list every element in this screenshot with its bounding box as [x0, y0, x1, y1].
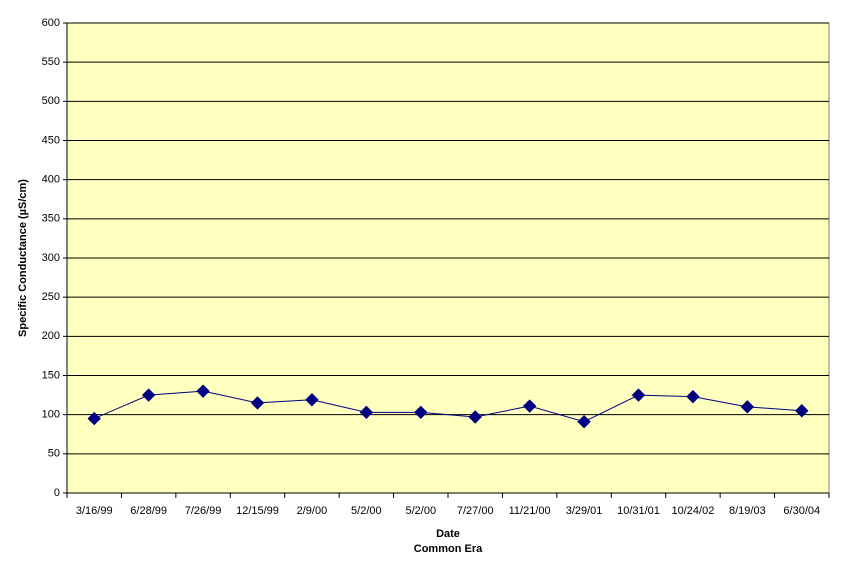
data-marker	[305, 393, 319, 407]
data-marker	[87, 411, 101, 426]
y-tick-label: 150	[42, 369, 60, 381]
x-tick-label: 6/30/04	[783, 505, 820, 517]
x-axis-title: Date	[436, 528, 460, 540]
y-tick-label: 550	[42, 56, 60, 68]
x-tick-label: 6/28/99	[130, 505, 167, 517]
x-tick-label: 5/2/00	[351, 505, 382, 517]
x-tick-label: 3/16/99	[76, 505, 113, 517]
data-marker	[196, 384, 210, 398]
x-tick-label: 10/24/02	[672, 505, 715, 517]
data-marker	[795, 404, 809, 418]
y-tick-label: 0	[54, 487, 60, 499]
x-tick-label: 12/15/99	[236, 505, 279, 517]
x-tick-label: 7/26/99	[185, 505, 222, 517]
data-marker	[414, 405, 428, 420]
x-tick-label: 8/19/03	[729, 505, 766, 517]
data-marker	[468, 410, 482, 424]
y-tick-label: 50	[48, 448, 60, 460]
y-tick-label: 200	[42, 330, 60, 342]
x-tick-label: 11/21/00	[509, 505, 551, 517]
x-tick-label: 2/9/00	[297, 505, 328, 517]
y-tick-label: 500	[42, 95, 60, 107]
data-marker	[631, 388, 646, 402]
x-tick-label: 3/29/01	[566, 505, 603, 517]
x-tick-label: 10/31/01	[617, 505, 660, 517]
data-marker	[522, 399, 537, 413]
y-tick-label: 450	[42, 134, 60, 146]
data-marker	[577, 415, 591, 429]
y-tick-label: 350	[42, 213, 60, 225]
y-tick-label: 250	[42, 291, 60, 303]
data-marker	[141, 388, 156, 402]
data-marker	[686, 389, 700, 404]
y-tick-label: 100	[42, 409, 60, 421]
x-axis-subtitle: Common Era	[414, 543, 483, 555]
data-marker	[740, 400, 755, 414]
series-line	[94, 390, 802, 423]
x-tick-label: 5/2/00	[405, 505, 436, 517]
y-tick-label: 300	[42, 252, 60, 264]
x-tick-label: 7/27/00	[457, 505, 494, 517]
y-tick-label: 600	[42, 17, 60, 29]
y-tick-label: 400	[42, 174, 60, 186]
data-marker	[359, 405, 374, 420]
data-marker	[250, 396, 265, 410]
y-axis-title: Specific Conductance (µS/cm)	[17, 179, 29, 337]
